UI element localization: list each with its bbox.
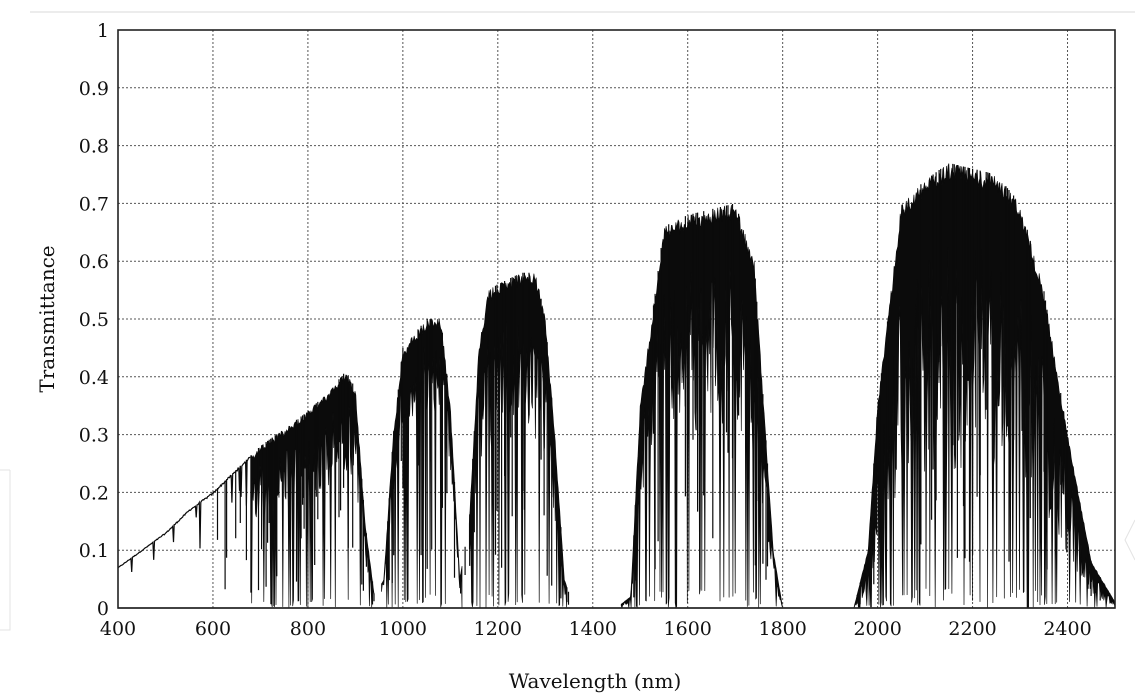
y-tick-label: 0.8 <box>79 136 109 158</box>
y-tick-label: 1 <box>97 20 109 42</box>
x-tick-label: 600 <box>195 618 231 640</box>
data-layer <box>117 163 1115 609</box>
y-tick-label: 0.9 <box>79 78 109 100</box>
x-axis-label: Wavelength (nm) <box>509 669 682 693</box>
x-tick-label: 2000 <box>853 618 901 640</box>
x-tick-label: 1000 <box>379 618 427 640</box>
y-tick-label: 0.1 <box>79 540 109 562</box>
x-tick-label: 1800 <box>758 618 806 640</box>
y-tick-label: 0.3 <box>79 425 109 447</box>
x-tick-label: 2200 <box>948 618 996 640</box>
right-edge-mark <box>1124 519 1135 561</box>
left-edge-mark <box>0 469 11 631</box>
y-tick-label: 0.5 <box>79 309 109 331</box>
transmittance-band-1600nm <box>620 204 783 609</box>
y-tick-label: 0.2 <box>79 482 109 504</box>
y-tick-label: 0 <box>97 598 109 620</box>
transmittance-band-2200nm <box>853 163 1115 609</box>
absorption-lines <box>216 163 1106 605</box>
y-axis-label: Transmittance <box>35 245 59 392</box>
x-tick-label: 1600 <box>664 618 712 640</box>
y-tick-label: 0.6 <box>79 251 109 273</box>
x-tick-label: 1400 <box>569 618 617 640</box>
x-tick-label: 1200 <box>474 618 522 640</box>
plot-frame <box>117 29 1116 609</box>
transmittance-line-visible <box>117 456 251 573</box>
x-tick-label: 800 <box>290 618 326 640</box>
y-tick-label: 0.4 <box>79 367 109 389</box>
tick-layer: 400 600 800 1000 1200 1400 1600 1800 2000 2200 240… <box>79 20 1092 640</box>
y-tick-label: 0.7 <box>79 193 109 215</box>
x-tick-label: 400 <box>100 618 136 640</box>
x-tick-label: 2400 <box>1043 618 1091 640</box>
